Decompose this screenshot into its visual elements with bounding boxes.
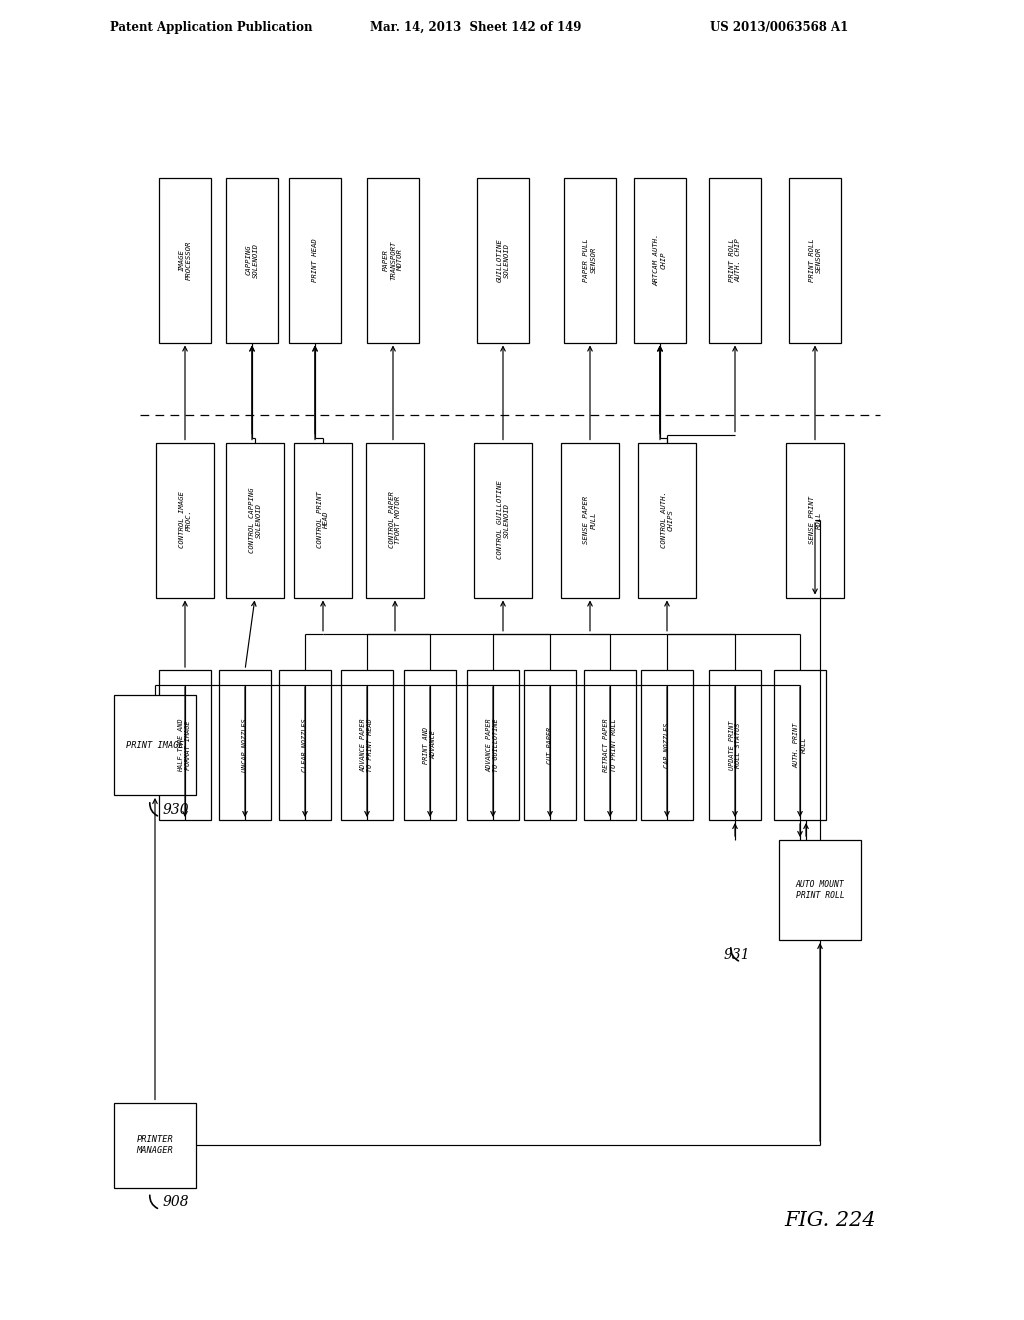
Text: HALF-TONE AND
FORMAT IMAGE: HALF-TONE AND FORMAT IMAGE	[178, 718, 191, 772]
Text: 931: 931	[724, 948, 751, 962]
Text: PRINTER
MANAGER: PRINTER MANAGER	[136, 1135, 173, 1155]
Text: UPDATE PRINT
ROLL STATUS: UPDATE PRINT ROLL STATUS	[728, 721, 741, 770]
Text: ARTCAM AUTH.
CHIP: ARTCAM AUTH. CHIP	[653, 234, 667, 286]
Bar	[524, 671, 575, 820]
Text: SENSE PRINT
ROLL: SENSE PRINT ROLL	[809, 496, 821, 544]
Text: PRINT ROLL
SENSOR: PRINT ROLL SENSOR	[809, 238, 821, 282]
Text: 930: 930	[163, 803, 189, 817]
Text: SENSE PAPER
PULL: SENSE PAPER PULL	[584, 496, 597, 544]
Text: IMAGE
PROCESSOR: IMAGE PROCESSOR	[178, 240, 191, 280]
Bar	[404, 671, 456, 820]
Text: PRINT HEAD: PRINT HEAD	[312, 238, 318, 282]
Bar	[226, 177, 278, 342]
Text: CONTROL CAPPING
SOLENOID: CONTROL CAPPING SOLENOID	[249, 487, 261, 553]
Text: GUILLOTINE
SOLENOID: GUILLOTINE SOLENOID	[497, 238, 510, 282]
Text: CONTROL IMAGE
PROC.: CONTROL IMAGE PROC.	[178, 491, 191, 548]
Text: US 2013/0063568 A1: US 2013/0063568 A1	[710, 21, 848, 33]
Text: CUT PAPER: CUT PAPER	[547, 726, 553, 763]
Bar	[289, 177, 341, 342]
Text: FIG. 224: FIG. 224	[784, 1210, 876, 1229]
Text: Patent Application Publication: Patent Application Publication	[110, 21, 312, 33]
Bar	[279, 671, 331, 820]
Text: RETRACT PAPER
TO PRINT ROLL: RETRACT PAPER TO PRINT ROLL	[603, 718, 616, 772]
Bar	[638, 442, 696, 598]
Text: CONTROL AUTH.
CHIPS: CONTROL AUTH. CHIPS	[660, 491, 674, 548]
Text: AUTH. PRINT
ROLL: AUTH. PRINT ROLL	[794, 722, 807, 768]
Text: ADVANCE PAPER
TO GUILLOTINE: ADVANCE PAPER TO GUILLOTINE	[486, 718, 500, 772]
Bar	[159, 177, 211, 342]
Bar	[159, 671, 211, 820]
Text: CAP NOZZLES: CAP NOZZLES	[664, 722, 670, 768]
Bar	[477, 177, 529, 342]
Bar	[156, 442, 214, 598]
Bar	[774, 671, 826, 820]
Bar	[367, 177, 419, 342]
Bar	[641, 671, 693, 820]
Text: PAPER PULL
SENSOR: PAPER PULL SENSOR	[584, 238, 597, 282]
Bar	[467, 671, 519, 820]
Bar	[474, 442, 532, 598]
Bar	[366, 442, 424, 598]
Bar	[114, 696, 196, 795]
Bar	[634, 177, 686, 342]
Text: Mar. 14, 2013  Sheet 142 of 149: Mar. 14, 2013 Sheet 142 of 149	[370, 21, 582, 33]
Text: CLEAR NOZZLES: CLEAR NOZZLES	[302, 718, 308, 772]
Bar	[709, 177, 761, 342]
Text: PRINT IMAGE: PRINT IMAGE	[126, 741, 184, 750]
Text: UNCAP NOZZLES: UNCAP NOZZLES	[242, 718, 248, 772]
Text: CONTROL PRINT
HEAD: CONTROL PRINT HEAD	[316, 491, 330, 548]
Bar	[561, 442, 618, 598]
Text: ADVANCE PAPER
TO PRINT HEAD: ADVANCE PAPER TO PRINT HEAD	[360, 718, 374, 772]
Bar	[584, 671, 636, 820]
Text: 908: 908	[163, 1196, 189, 1209]
Text: PRINT AND
ADVANCE: PRINT AND ADVANCE	[424, 726, 436, 763]
Text: PRINT ROLL
AUTH. CHIP: PRINT ROLL AUTH. CHIP	[728, 238, 741, 282]
Bar	[219, 671, 271, 820]
Bar	[564, 177, 616, 342]
Bar	[226, 442, 284, 598]
Bar	[779, 840, 861, 940]
Bar	[114, 1102, 196, 1188]
Bar	[709, 671, 761, 820]
Text: CONTROL GUILLOTINE
SOLENOID: CONTROL GUILLOTINE SOLENOID	[497, 480, 510, 560]
Text: PAPER
TRANSPORT
MOTOR: PAPER TRANSPORT MOTOR	[383, 240, 403, 280]
Bar	[341, 671, 393, 820]
Text: CONTROL PAPER
TPORT MOTOR: CONTROL PAPER TPORT MOTOR	[388, 491, 401, 548]
Bar	[786, 442, 844, 598]
Text: CAPPING
SOLENOID: CAPPING SOLENOID	[246, 243, 258, 277]
Bar	[294, 442, 352, 598]
Bar	[790, 177, 841, 342]
Text: AUTO MOUNT
PRINT ROLL: AUTO MOUNT PRINT ROLL	[796, 880, 845, 900]
